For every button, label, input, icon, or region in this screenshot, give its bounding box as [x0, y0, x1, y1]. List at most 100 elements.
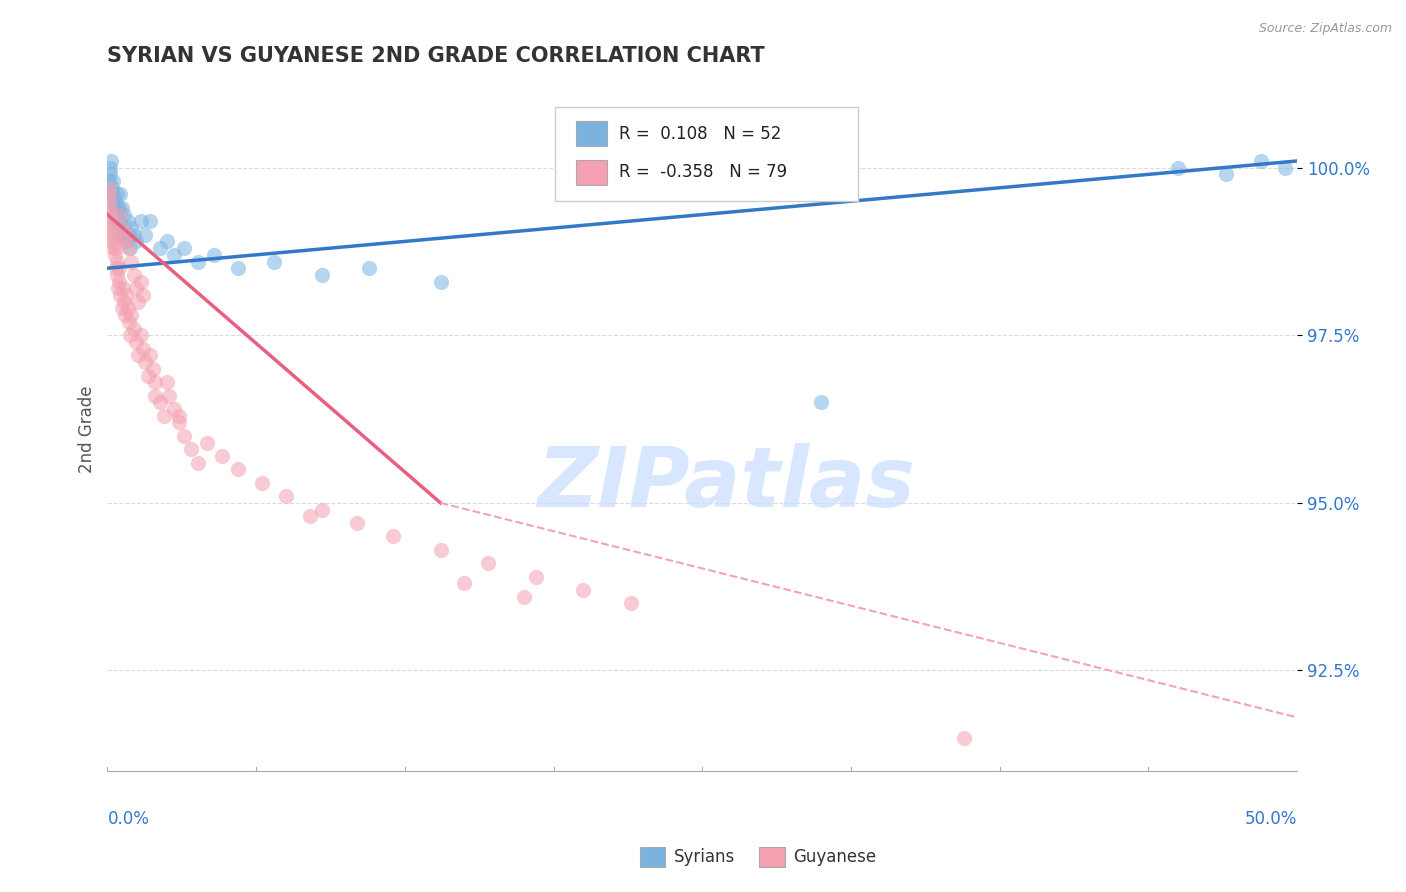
Point: [100, 181, 122, 195]
Point: [98, 161, 121, 175]
Point: [101, 214, 124, 228]
Point: [143, 375, 166, 389]
Point: [1167, 161, 1189, 175]
Point: [115, 235, 138, 249]
Point: [167, 416, 190, 430]
Point: [429, 542, 451, 557]
Point: [118, 227, 141, 242]
Point: [104, 208, 127, 222]
Point: [98, 194, 121, 209]
Point: [250, 475, 273, 490]
Point: [100, 153, 122, 168]
Point: [103, 201, 125, 215]
Y-axis label: 2nd Grade: 2nd Grade: [79, 385, 96, 473]
Point: [167, 409, 190, 423]
Point: [156, 235, 179, 249]
Point: [195, 435, 218, 450]
Point: [117, 301, 139, 316]
Point: [120, 254, 142, 268]
Point: [359, 261, 381, 276]
Point: [101, 194, 124, 209]
Point: [111, 221, 134, 235]
Point: [105, 241, 128, 255]
Point: [97, 187, 120, 202]
Point: [226, 462, 249, 476]
Point: [211, 449, 233, 463]
Point: [97, 187, 120, 202]
Point: [105, 254, 128, 268]
Point: [120, 308, 142, 322]
Text: Source: ZipAtlas.com: Source: ZipAtlas.com: [1258, 22, 1392, 36]
Point: [620, 597, 643, 611]
Point: [263, 254, 285, 268]
Point: [157, 389, 180, 403]
Point: [513, 590, 536, 604]
Point: [127, 294, 149, 309]
Point: [118, 315, 141, 329]
Point: [100, 201, 122, 215]
Point: [108, 208, 131, 222]
Point: [129, 328, 152, 343]
Point: [105, 187, 128, 202]
Text: 0.0%: 0.0%: [107, 810, 149, 828]
Point: [118, 328, 141, 343]
Point: [103, 221, 125, 235]
Point: [114, 308, 136, 322]
Text: 50.0%: 50.0%: [1244, 810, 1298, 828]
Text: Guyanese: Guyanese: [793, 848, 876, 866]
Point: [115, 227, 138, 242]
Text: R =  -0.358   N = 79: R = -0.358 N = 79: [619, 163, 787, 181]
Point: [107, 281, 129, 295]
Point: [107, 261, 129, 276]
Point: [129, 214, 152, 228]
Point: [120, 221, 142, 235]
Point: [429, 275, 451, 289]
Point: [104, 194, 127, 209]
Point: [274, 489, 297, 503]
Point: [149, 395, 172, 409]
Point: [118, 241, 141, 255]
Point: [105, 221, 128, 235]
Point: [477, 556, 499, 570]
Point: [114, 227, 136, 242]
Point: [100, 235, 122, 249]
Point: [139, 214, 162, 228]
Point: [115, 288, 138, 302]
Point: [298, 509, 321, 524]
Text: Syrians: Syrians: [673, 848, 735, 866]
Point: [107, 214, 129, 228]
Point: [122, 268, 145, 282]
Point: [1274, 161, 1296, 175]
Point: [153, 409, 176, 423]
Point: [173, 429, 195, 443]
Point: [129, 275, 152, 289]
Point: [134, 355, 156, 369]
Point: [139, 348, 162, 362]
Point: [111, 221, 134, 235]
Text: SYRIAN VS GUYANESE 2ND GRADE CORRELATION CHART: SYRIAN VS GUYANESE 2ND GRADE CORRELATION…: [107, 46, 765, 66]
Point: [180, 442, 202, 457]
Point: [132, 342, 155, 356]
Point: [110, 288, 132, 302]
Point: [156, 375, 179, 389]
Point: [125, 334, 148, 349]
Point: [104, 248, 127, 262]
Point: [98, 208, 121, 222]
Point: [98, 181, 121, 195]
Point: [136, 368, 159, 383]
Point: [346, 516, 368, 530]
Point: [111, 281, 134, 295]
Point: [1215, 167, 1237, 181]
Text: R =  0.108   N = 52: R = 0.108 N = 52: [619, 125, 780, 143]
Point: [187, 456, 209, 470]
Point: [98, 174, 121, 188]
Text: ZIPatlas: ZIPatlas: [537, 443, 915, 524]
Point: [111, 201, 134, 215]
Point: [125, 281, 148, 295]
Point: [163, 248, 186, 262]
Point: [134, 227, 156, 242]
Point: [105, 268, 128, 282]
Point: [173, 241, 195, 255]
Point: [108, 275, 131, 289]
Point: [110, 214, 132, 228]
